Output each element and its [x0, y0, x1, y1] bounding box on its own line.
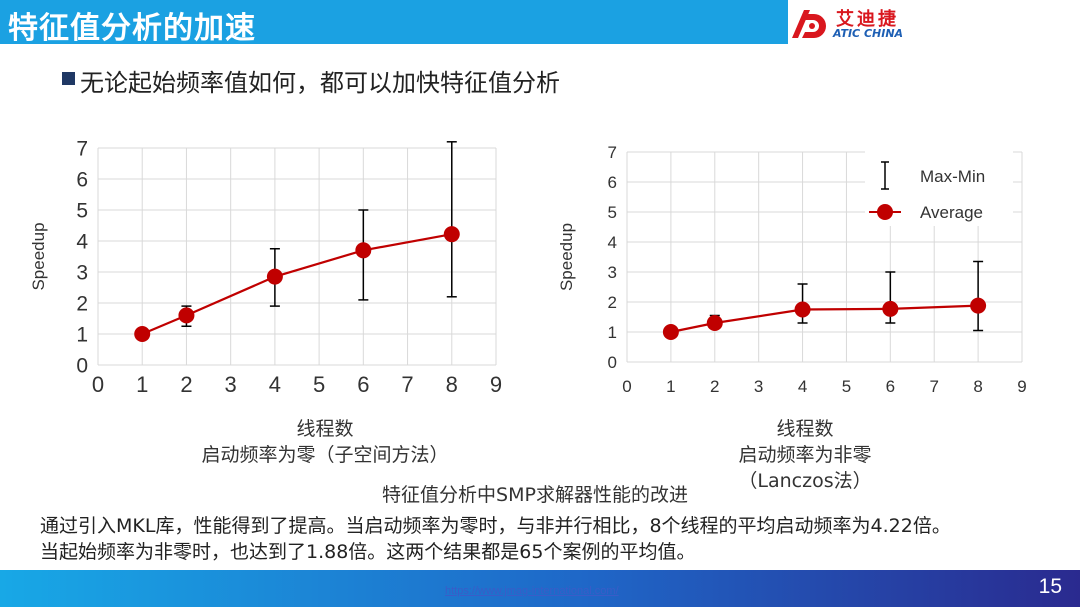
x-tick-label: 5 [842, 377, 851, 396]
summary-line-1: 通过引入MKL库，性能得到了提高。当启动频率为零时，与非并行相比，8个线程的平均… [40, 515, 951, 537]
atic-logo-icon [792, 10, 826, 38]
summary-text: 通过引入MKL库，性能得到了提高。当启动频率为零时，与非并行相比，8个线程的平均… [40, 513, 951, 565]
x-tick-label: 1 [666, 377, 675, 396]
average-point [443, 226, 460, 243]
x-tick-label: 1 [136, 372, 148, 397]
legend-label-maxmin: Max-Min [920, 167, 985, 186]
x-tick-label: 2 [180, 372, 192, 397]
y-tick-label: 0 [608, 353, 617, 372]
logo-english-text: ATIC CHINA [833, 27, 904, 40]
y-tick-label: 5 [608, 203, 617, 222]
y-axis-label: Speedup [557, 223, 576, 291]
average-point [970, 297, 987, 314]
x-tick-label: 7 [929, 377, 938, 396]
y-tick-label: 3 [608, 263, 617, 282]
x-tick-label: 6 [357, 372, 369, 397]
y-tick-label: 2 [608, 293, 617, 312]
average-point [178, 307, 195, 324]
y-tick-label: 0 [76, 355, 88, 378]
x-tick-label: 9 [1017, 377, 1026, 396]
average-point [706, 315, 723, 331]
left-caption-xlabel: 线程数 [296, 418, 354, 440]
y-tick-label: 4 [76, 231, 88, 254]
x-tick-label: 4 [798, 377, 807, 396]
x-tick-label: 4 [269, 372, 281, 397]
y-tick-label: 5 [76, 200, 88, 223]
footer-link[interactable]: https://www.jmag-international.com/ [445, 585, 619, 597]
bullet-square-icon [62, 72, 75, 85]
average-point [794, 301, 811, 318]
slide-title: 特征值分析的加速 [8, 11, 256, 46]
average-point [134, 326, 151, 342]
logo-chinese-text: 艾迪捷 [836, 9, 899, 30]
footer-bar [0, 570, 1080, 607]
y-tick-label: 1 [76, 324, 88, 347]
x-tick-label: 0 [622, 377, 631, 396]
x-tick-label: 3 [225, 372, 237, 397]
left-caption-method: 启动频率为零（子空间方法） [201, 444, 449, 466]
x-tick-label: 8 [973, 377, 982, 396]
legend-average-marker-icon [877, 204, 893, 220]
x-tick-label: 2 [710, 377, 719, 396]
y-tick-label: 1 [608, 323, 617, 342]
y-tick-label: 7 [76, 140, 88, 161]
y-tick-label: 2 [76, 293, 88, 316]
average-point [662, 324, 679, 340]
right-caption-method: 启动频率为非零 [738, 444, 872, 466]
right-caption-xlabel: 线程数 [776, 418, 834, 440]
page-number: 15 [1038, 575, 1062, 598]
average-point [882, 300, 899, 317]
average-point [355, 242, 372, 259]
x-tick-label: 3 [754, 377, 763, 396]
average-point [266, 268, 283, 285]
x-tick-label: 5 [313, 372, 325, 397]
y-tick-label: 6 [76, 169, 88, 192]
x-tick-label: 6 [886, 377, 895, 396]
y-tick-label: 6 [608, 173, 617, 192]
y-axis-label: Speedup [29, 222, 48, 290]
legend-label-average: Average [920, 203, 983, 222]
x-tick-label: 9 [490, 372, 502, 397]
subtitle: 无论起始频率值如何，都可以加快特征值分析 [80, 69, 560, 97]
summary-line-2: 当起始频率为非零时，也达到了1.88倍。这两个结果都是65个案例的平均值。 [40, 541, 696, 563]
x-tick-label: 8 [446, 372, 458, 397]
y-tick-label: 3 [76, 262, 88, 285]
logo-area [788, 0, 1080, 44]
y-tick-label: 7 [608, 143, 617, 162]
x-tick-label: 7 [401, 372, 413, 397]
y-tick-label: 4 [608, 233, 617, 252]
figure-title: 特征值分析中SMP求解器性能的改进 [382, 484, 688, 506]
x-tick-label: 0 [92, 372, 104, 397]
speedup-chart-right: 0 1 2 3 4 5 6 7 8 9 0 1 2 3 4 5 6 7 Speedup Max-Min Average [557, 143, 1027, 396]
right-caption-lanczos: （Lanczos法） [738, 470, 872, 492]
speedup-chart-left: 0 1 2 3 4 5 6 7 8 9 0 1 2 3 4 5 6 7 Speedup [29, 140, 502, 397]
